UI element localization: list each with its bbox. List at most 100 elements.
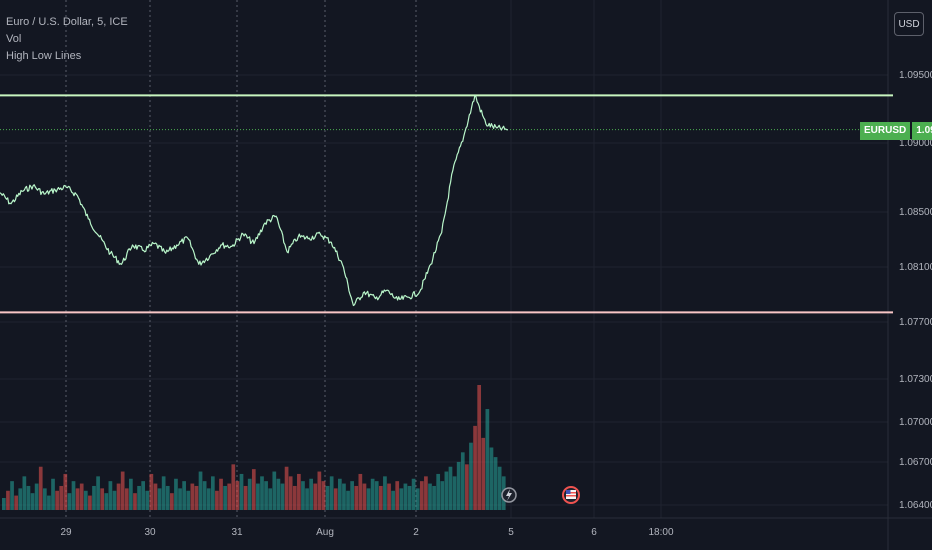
time-tick-label: Aug xyxy=(316,527,334,538)
volume-bar xyxy=(75,488,80,510)
volume-bar xyxy=(350,481,354,510)
volume-bar xyxy=(378,485,383,510)
volume-bar xyxy=(219,478,223,510)
volume-bar xyxy=(452,476,457,510)
volume-bar xyxy=(34,483,39,510)
volume-bar xyxy=(260,476,264,510)
volume-bar xyxy=(247,478,252,510)
volume-bar xyxy=(67,493,72,510)
volume-bar xyxy=(92,485,96,510)
volume-bar xyxy=(391,490,395,510)
time-tick-label: 29 xyxy=(60,527,72,538)
volume-bar xyxy=(194,485,199,510)
volume-bar xyxy=(456,461,461,510)
price-tick-label: 1.07000 xyxy=(899,417,932,428)
volume-bar xyxy=(243,485,248,510)
volume-bar xyxy=(419,481,424,510)
volume-bar xyxy=(399,488,404,510)
volume-bar xyxy=(440,481,445,510)
volume-bar xyxy=(79,483,84,510)
currency-button[interactable]: USD xyxy=(894,12,924,36)
volume-bar xyxy=(210,476,215,510)
us-flag-event-icon[interactable] xyxy=(562,486,580,504)
volume-bar xyxy=(264,481,268,510)
symbol-title[interactable]: Euro / U.S. Dollar, 5, ICE xyxy=(6,16,128,28)
time-axis[interactable]: 29 30 31 Aug 2 5 6 18:00 xyxy=(60,527,674,538)
price-tick-label: 1.07300 xyxy=(899,374,932,385)
volume-bar xyxy=(321,481,326,510)
price-tick-label: 1.08100 xyxy=(899,262,932,273)
volume-bar xyxy=(202,481,207,510)
volume-bar xyxy=(18,488,23,510)
volume-bar xyxy=(186,490,191,510)
price-line[interactable] xyxy=(0,94,509,307)
volume-bar xyxy=(256,483,260,510)
volume-bar xyxy=(460,452,465,510)
volume-bar xyxy=(26,485,31,510)
volume-bar xyxy=(51,478,55,510)
volume-bar xyxy=(481,437,486,510)
volume-bar xyxy=(96,476,100,510)
volume-bar xyxy=(395,481,400,510)
volume-bar xyxy=(309,478,314,510)
price-tag-symbol: EURUSD xyxy=(860,122,911,140)
volume-bar xyxy=(444,471,449,510)
volume-bar xyxy=(231,464,236,510)
lightning-event-icon[interactable] xyxy=(501,487,517,503)
volume-bar xyxy=(473,425,477,510)
volume-bar xyxy=(100,488,105,510)
volume-bar xyxy=(485,409,490,510)
volume-bar xyxy=(112,490,117,510)
volume-bar xyxy=(6,490,10,510)
volume-bar xyxy=(333,488,338,510)
price-tick-label: 1.09500 xyxy=(899,70,932,81)
event-markers[interactable] xyxy=(501,486,580,504)
time-tick-label: 18:00 xyxy=(648,527,673,538)
volume-bar xyxy=(71,481,76,510)
last-price-tag: EURUSD 1.09098 xyxy=(860,122,932,140)
volume-bar xyxy=(305,488,309,510)
time-tick-label: 31 xyxy=(231,527,243,538)
volume-bar xyxy=(227,483,232,510)
volume-bar xyxy=(272,471,277,510)
price-tick-label: 1.08500 xyxy=(899,207,932,218)
high-low-lines-indicator-label[interactable]: High Low Lines xyxy=(6,50,82,62)
time-tick-label: 6 xyxy=(591,527,597,538)
volume-bar xyxy=(317,471,322,510)
price-tick-label: 1.06400 xyxy=(899,500,932,511)
volume-bar xyxy=(374,481,379,510)
volume-bar xyxy=(477,385,482,510)
volume-bar xyxy=(83,490,88,510)
volume-bar xyxy=(251,469,256,510)
volume-bar xyxy=(149,473,154,510)
volume-bar xyxy=(178,488,182,510)
time-tick-label: 30 xyxy=(144,527,156,538)
volume-bar xyxy=(268,488,273,510)
volume-indicator-label[interactable]: Vol xyxy=(6,33,22,45)
volume-bar xyxy=(223,485,227,510)
volume-bar xyxy=(104,493,109,510)
volume-bar xyxy=(325,485,330,510)
volume-bar xyxy=(448,466,453,510)
volume-bar xyxy=(235,481,240,510)
price-tick-label: 1.07700 xyxy=(899,317,932,328)
volume-bar xyxy=(387,483,391,510)
time-tick-label: 5 xyxy=(508,527,514,538)
volume-bar xyxy=(366,488,371,510)
volume-bar xyxy=(489,447,494,510)
volume-bar xyxy=(292,485,297,510)
volume-bar xyxy=(161,476,166,510)
volume-bar xyxy=(133,493,137,510)
volume-bar xyxy=(301,481,305,510)
volume-bar xyxy=(342,483,346,510)
volume-bar xyxy=(42,488,47,510)
volume-bar xyxy=(432,485,436,510)
volume-bar xyxy=(403,483,408,510)
volume-bar xyxy=(141,481,146,510)
time-tick-label: 2 xyxy=(413,527,419,538)
price-axis[interactable]: 1.09500 1.09000 1.08500 1.08100 1.07700 1.073… xyxy=(899,70,932,511)
volume-bar xyxy=(30,493,35,510)
volume-bar xyxy=(182,481,186,510)
